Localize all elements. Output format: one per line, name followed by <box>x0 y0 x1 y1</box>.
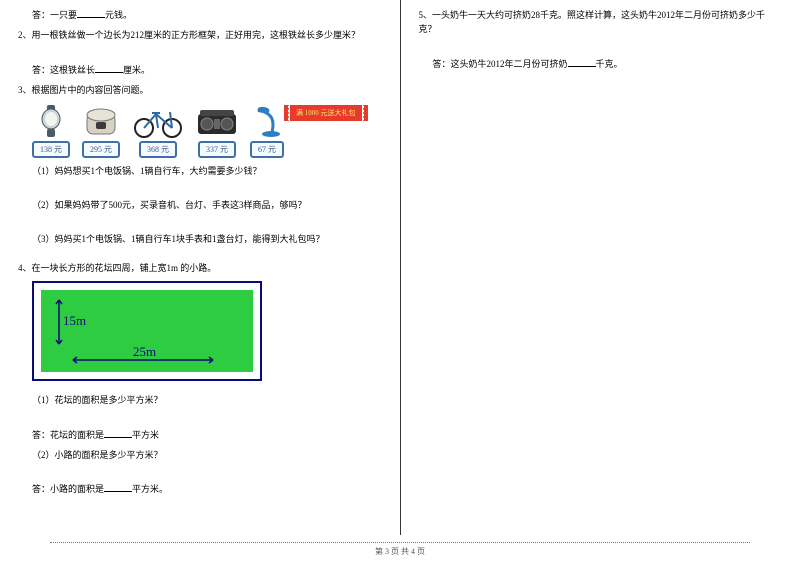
ans4-1-prefix: 答：花坛的面积是 <box>32 430 104 440</box>
question-5: 5、一头奶牛一天大约可挤奶28千克。照这样计算，这头奶牛2012年二月份可挤奶多… <box>419 8 783 37</box>
watch-icon <box>38 104 64 138</box>
flowerbed-svg: 15m 25m <box>32 281 262 385</box>
radio-icon <box>196 108 238 138</box>
price-watch: 138 元 <box>32 141 70 158</box>
ans5-suffix: 千克。 <box>596 59 623 69</box>
question-2: 2、用一根铁丝做一个边长为212厘米的正方形框架，正好用完，这根铁丝长多少厘米？ <box>18 28 382 42</box>
ans2-blank <box>95 63 123 73</box>
answer-2: 答：这根铁丝长 厘米。 <box>18 63 382 77</box>
product-watch: 138 元 <box>32 104 70 158</box>
answer-4-2: 答：小路的面积是 平方米。 <box>18 482 382 496</box>
ans1-prefix: 答：一只要 <box>32 10 77 20</box>
cooker-icon <box>83 104 119 138</box>
ans4-1-suffix: 平方米 <box>132 430 159 440</box>
answer-5: 答：这头奶牛2012年二月份可挤奶 千克。 <box>419 57 783 71</box>
ans5-blank <box>568 57 596 67</box>
product-bike: 368 元 <box>132 104 184 158</box>
price-lamp: 67 元 <box>250 141 284 158</box>
question-4: 4、在一块长方形的花坛四周，铺上宽1m 的小路。 <box>18 261 382 275</box>
answer-1: 答：一只要 元钱。 <box>18 8 382 22</box>
gift-label: 满 1000 元送大礼包 <box>290 105 362 121</box>
lamp-icon <box>252 104 282 138</box>
svg-text:15m: 15m <box>63 313 86 328</box>
left-column: 答：一只要 元钱。 2、用一根铁丝做一个边长为212厘米的正方形框架，正好用完，这… <box>0 0 401 535</box>
product-radio: 337 元 <box>196 108 238 158</box>
price-cooker: 295 元 <box>82 141 120 158</box>
footer-rule <box>50 542 750 543</box>
question-3-1: （1）妈妈想买1个电饭锅、1辆自行车，大约需要多少钱？ <box>18 164 382 178</box>
ans1-blank <box>77 8 105 18</box>
product-cooker: 295 元 <box>82 104 120 158</box>
ans4-2-suffix: 平方米。 <box>132 484 168 494</box>
question-3-2: （2）如果妈妈带了500元，买录音机、台灯、手表这3样商品，够吗？ <box>18 198 382 212</box>
price-radio: 337 元 <box>198 141 236 158</box>
ans4-1-blank <box>104 428 132 438</box>
answer-4-1: 答：花坛的面积是 平方米 <box>18 428 382 442</box>
bike-icon <box>132 104 184 138</box>
question-4-1: （1）花坛的面积是多少平方米？ <box>18 393 382 407</box>
svg-text:25m: 25m <box>133 344 156 359</box>
gift-banner: 满 1000 元送大礼包 <box>290 105 362 121</box>
ans5-prefix: 答：这头奶牛2012年二月份可挤奶 <box>433 59 568 69</box>
ans2-suffix: 厘米。 <box>123 65 150 75</box>
ans4-2-prefix: 答：小路的面积是 <box>32 484 104 494</box>
question-3: 3、根据图片中的内容回答问题。 <box>18 83 382 97</box>
right-column: 5、一头奶牛一天大约可挤奶28千克。照这样计算，这头奶牛2012年二月份可挤奶多… <box>401 0 800 535</box>
ans1-suffix: 元钱。 <box>105 10 132 20</box>
price-bike: 368 元 <box>139 141 177 158</box>
product-lamp: 67 元 <box>250 104 284 158</box>
ans2-prefix: 答：这根铁丝长 <box>32 65 95 75</box>
flowerbed-diagram: 15m 25m <box>32 281 382 387</box>
ans4-2-blank <box>104 482 132 492</box>
question-3-3: （3）妈妈买1个电饭锅、1辆自行车1块手表和1盏台灯，能得到大礼包吗？ <box>18 232 382 246</box>
page-footer: 第 3 页 共 4 页 <box>0 546 800 557</box>
question-4-2: （2）小路的面积是多少平方米？ <box>18 448 382 462</box>
